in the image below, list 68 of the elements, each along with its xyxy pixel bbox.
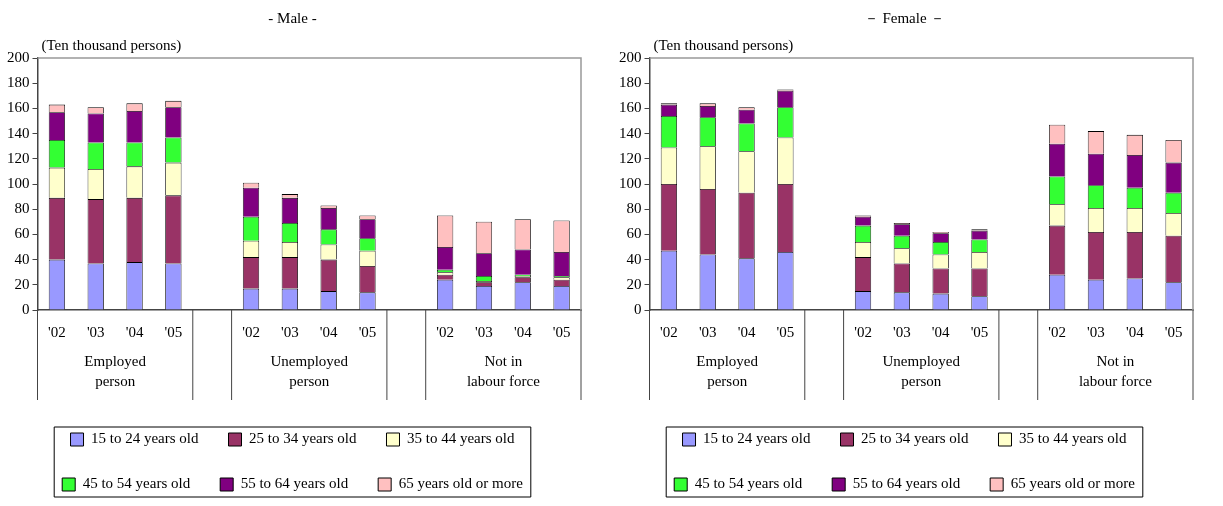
x-tick-label: '02 [48,323,66,340]
legend-label: 45 to 54 years old [82,475,191,492]
y-axis-title: (Ten thousand persons) [41,37,182,55]
chart-title: － Female － [863,9,946,26]
y-tick-label: 200 [619,48,642,65]
x-tick-label: '05 [970,323,989,340]
x-tick-label: '05 [776,323,795,340]
x-tick-label: '03 [475,323,493,340]
x-tick-label: '04 [931,323,951,340]
y-tick-label: 180 [619,74,642,91]
text: Employed person [84,352,147,389]
legend-label: 65 years old or more [1010,475,1136,492]
legend-label: 25 to 34 years old [249,430,357,447]
y-tick-label: 80 [14,200,30,217]
x-tick-label: '02 [436,323,454,340]
legend-label: 15 to 24 years old [703,430,812,447]
x-tick-label: '05 [552,323,571,340]
text: Employed person [696,352,759,389]
x-tick-label: '03 [280,323,299,340]
x-tick-label: '02 [242,323,260,340]
legend-label: 35 to 44 years old [1018,430,1127,447]
legend-label: 45 to 54 years old [694,475,803,492]
x-tick-label: '04 [125,323,144,340]
y-tick-label: 0 [634,300,642,317]
y-tick-label: 20 [626,275,642,292]
legend-label: 15 to 24 years old [91,430,200,447]
y-tick-label: 60 [626,225,642,242]
chart-title: - Male - [268,9,317,26]
legend-label: 35 to 44 years old [406,430,515,447]
text: Unemployed person [270,352,349,389]
x-tick-label: '03 [86,323,105,340]
y-tick-label: 100 [619,174,642,191]
x-tick-label: '05 [1164,323,1183,340]
x-tick-label: '03 [698,323,717,340]
y-tick-label: 120 [619,149,642,166]
y-tick-label: 80 [626,200,642,217]
y-axis-title: (Ten thousand persons) [653,37,794,55]
x-tick-label: '04 [1125,323,1145,340]
x-tick-label: '03 [1087,323,1105,340]
text: Unemployed person [882,352,961,389]
x-tick-label: '02 [1048,323,1066,340]
x-tick-label: '04 [513,323,533,340]
text: Not in labour force [1078,352,1153,389]
legend-label: 65 years old or more [398,475,524,492]
y-tick-label: 140 [619,124,642,141]
x-tick-label: '04 [319,323,339,340]
x-tick-label: '02 [660,323,678,340]
x-tick-label: '05 [164,323,183,340]
y-tick-label: 200 [7,48,30,65]
y-tick-label: 20 [14,275,30,292]
text: Not in labour force [466,352,541,389]
y-tick-label: 0 [22,300,30,317]
y-tick-label: 100 [7,174,30,191]
x-tick-label: '05 [358,323,377,340]
y-tick-label: 160 [619,99,642,116]
x-tick-label: '04 [737,323,756,340]
y-tick-label: 180 [7,74,30,91]
x-tick-label: '03 [892,323,911,340]
legend-label: 55 to 64 years old [240,475,349,492]
y-tick-label: 160 [7,99,30,116]
legend-label: 25 to 34 years old [861,430,969,447]
y-tick-label: 60 [14,225,30,242]
y-tick-label: 40 [626,250,642,267]
y-tick-label: 140 [7,124,30,141]
legend-label: 55 to 64 years old [852,475,961,492]
y-tick-label: 40 [14,250,30,267]
y-tick-label: 120 [7,149,30,166]
x-tick-label: '02 [854,323,872,340]
